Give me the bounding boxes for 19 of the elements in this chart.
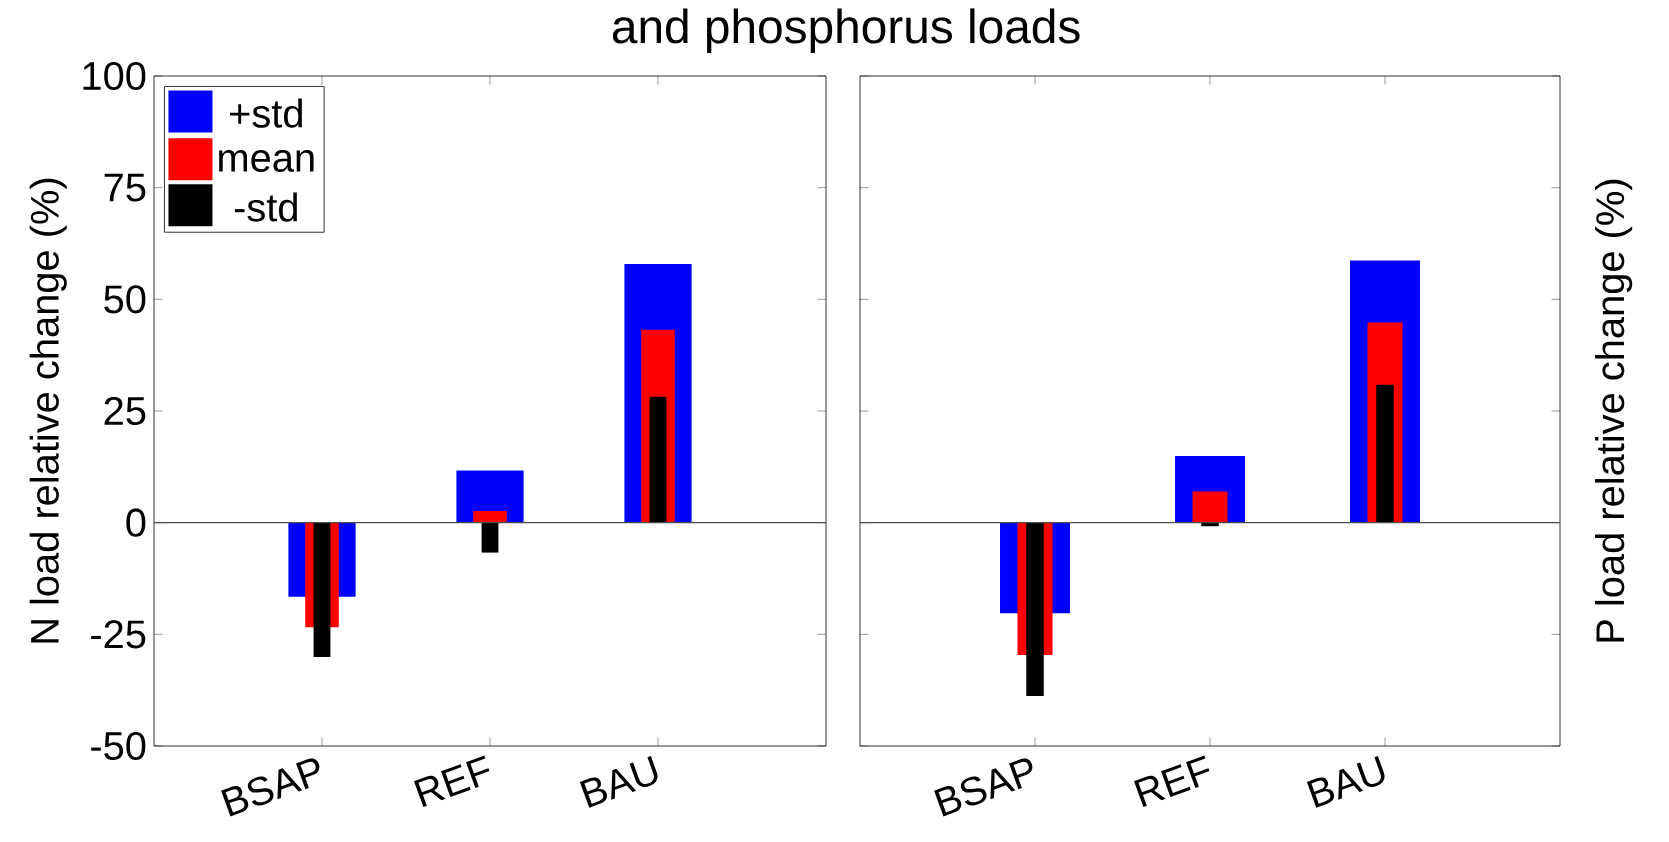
y-tick-label: -50 [91, 731, 146, 761]
y-axis-title: P load relative change (%) [1595, 179, 1633, 642]
x-tick-label: BSAP [934, 758, 1033, 817]
chart-title: and phosphorus loads [612, 8, 1080, 54]
y-tick-label: 0 [126, 508, 146, 537]
y-tick-label: 100 [83, 61, 146, 91]
y-tick-label: -25 [91, 620, 146, 649]
y-tick-label: 25 [104, 396, 146, 426]
y-tick-label: 75 [104, 173, 146, 202]
x-tick-label: BSAP [221, 758, 320, 817]
x-tick-label: BAU [579, 756, 658, 808]
x-tick-label: REF [1134, 755, 1210, 807]
y-tick-label: 50 [104, 285, 146, 314]
x-tick-label: REF [413, 755, 490, 807]
legend-label: -std [234, 192, 297, 222]
legend-label: mean [219, 150, 314, 172]
y-axis-title: N load relative change (%) [29, 178, 67, 643]
x-tick-label: BAU [1306, 756, 1385, 808]
legend-label: +std [230, 98, 302, 128]
